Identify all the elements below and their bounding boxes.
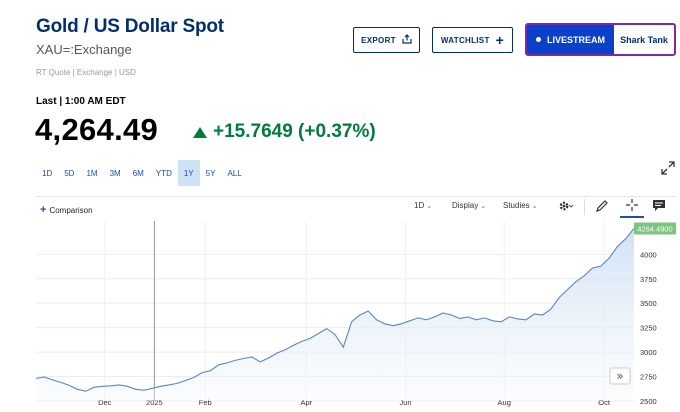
range-tab-1y[interactable]: 1Y [177,160,200,186]
range-tab-5d[interactable]: 5D [64,168,75,178]
chevron-down-icon: ⌄ [480,203,487,210]
price-area-fill [36,228,634,401]
symbol-subtitle: XAU=:Exchange [36,42,132,57]
toolbar-divider [584,199,585,215]
range-tab-ytd[interactable]: YTD [155,168,172,178]
range-tab-5y[interactable]: 5Y [205,168,216,178]
y-tick-label: 3000 [640,348,657,357]
export-button[interactable]: EXPORT [353,27,420,53]
chevron-down-icon: ⌄ [531,203,538,210]
watchlist-label: WATCHLIST [440,35,490,45]
display-dropdown[interactable]: Display ⌄ [452,201,486,210]
y-tick-label: 3500 [640,299,657,308]
x-tick-label: Oct [598,398,611,407]
range-tab-6m[interactable]: 6M [132,168,144,178]
price-change: +15.7649 (+0.37%) [193,121,376,143]
y-tick-label: 3750 [640,275,657,284]
share-icon [402,33,412,47]
interval-label: 1D [414,201,425,210]
chevron-down-icon: ⌄ [426,203,433,210]
y-tick-label: 2750 [640,373,657,382]
plus-icon: + [40,204,47,216]
price-series-line [36,228,635,392]
comparison-label: Comparison [49,206,93,215]
last-label: Last | 1:00 AM EDT [36,96,126,107]
change-value: +15.7649 (+0.37%) [213,121,376,142]
last-price-badge [634,222,676,235]
y-tick-label: 4000 [640,250,657,259]
interval-dropdown[interactable]: 1D ⌄ [414,201,432,210]
page-title: Gold / US Dollar Spot [36,16,224,37]
comment-icon[interactable] [652,199,666,215]
y-tick-label: 3250 [640,324,657,333]
crosshair-icon[interactable] [625,198,639,214]
livestream-button[interactable]: LIVESTREAM Shark Tank [525,23,676,56]
studies-label: Studies [503,201,530,210]
crosshair-active-indicator [620,197,644,218]
livestream-badge: LIVESTREAM [527,25,614,54]
y-tick-label: 2500 [640,397,657,406]
x-tick-label: Aug [498,398,511,407]
double-chevron-right-icon: » [616,369,623,383]
x-tick-label: Jun [400,398,412,407]
studies-dropdown[interactable]: Studies ⌄ [503,201,538,210]
scroll-right-button[interactable] [609,367,631,385]
display-label: Display [452,201,479,210]
comparison-button[interactable]: + Comparison [40,204,93,216]
watchlist-button[interactable]: WATCHLIST + [432,27,513,53]
gear-icon[interactable] [558,199,574,215]
x-tick-label: Feb [199,398,212,407]
expand-icon[interactable] [660,160,676,180]
range-tab-1m[interactable]: 1M [86,168,98,178]
chart-toolbar: + Comparison 1D ⌄ Display ⌄ Studies ⌄ [36,196,676,218]
live-dot-icon [535,37,541,42]
range-tab-1d[interactable]: 1D [42,168,53,178]
livestream-label: LIVESTREAM [546,34,605,45]
x-tick-label: Apr [300,398,312,407]
livestream-show: Shark Tank [620,34,668,45]
last-price: 4,264.49 [35,112,159,147]
up-arrow-icon [193,126,207,138]
export-label: EXPORT [361,35,396,45]
range-tab-3m[interactable]: 3M [109,168,121,178]
plus-icon: + [495,32,505,48]
pencil-icon[interactable] [595,199,609,215]
price-chart[interactable]: 2500 2750 3000 3250 3500 3750 4000 Dec 2025 Feb Ap… [36,221,676,411]
quote-type: RT Quote | Exchange | USD [36,68,136,77]
x-tick-label: 2025 [146,398,163,407]
range-selector: 1D 5D 1M 3M 6M YTD 1Y 5Y ALL [36,160,248,186]
range-tab-all[interactable]: ALL [227,168,242,178]
last-price-badge-label: 4264.4900 [637,224,672,233]
x-tick-label: Dec [98,398,112,407]
